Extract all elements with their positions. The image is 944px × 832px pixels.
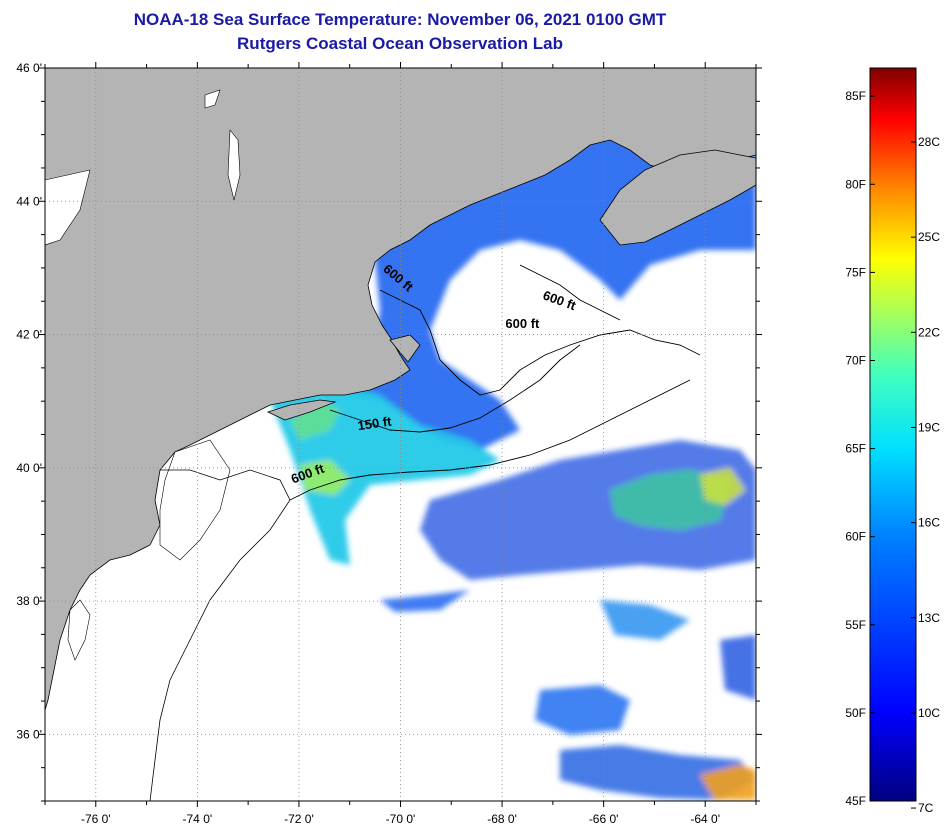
lon-tick-label: -76 0' xyxy=(81,812,111,826)
axis-ticks xyxy=(39,62,762,807)
shelf-outline xyxy=(149,469,291,801)
graticule xyxy=(45,68,756,801)
colorbar-f-label: 85F xyxy=(845,89,866,103)
lat-tick-label: 38 0' xyxy=(16,594,42,608)
sst-east-patch xyxy=(720,635,756,700)
sst-gulfstream-yellow xyxy=(700,468,745,505)
land-inland-lake xyxy=(227,129,241,201)
land-us-mainland xyxy=(45,68,756,711)
sst-offshore-green xyxy=(610,470,730,530)
sst-warm-patch-south xyxy=(300,460,350,495)
land-lake-ontario xyxy=(45,169,91,246)
colorbar-c-label: 22C xyxy=(918,325,940,339)
lon-tick-label: -70 0' xyxy=(386,812,416,826)
sst-warm-corner xyxy=(700,765,756,800)
lon-tick-label: -64 0' xyxy=(690,812,720,826)
colorbar-c-label: 19C xyxy=(918,420,940,434)
lat-tick-label: 44 0' xyxy=(16,194,42,208)
lon-tick-label: -74 0' xyxy=(183,812,213,826)
lat-tick-label: 40 0' xyxy=(16,461,42,475)
colorbar-f-label: 75F xyxy=(845,265,866,279)
sst-south-patch-3 xyxy=(600,600,690,640)
contour-label: 600 ft xyxy=(505,316,540,331)
colorbar-f-label: 50F xyxy=(845,706,866,720)
colorbar-c-label: 25C xyxy=(918,230,940,244)
lat-tick-label: 46 0' xyxy=(16,61,42,75)
colorbar-f-label: 45F xyxy=(845,794,866,808)
colorbar-ticks xyxy=(870,95,916,809)
contour-150ft-shelf xyxy=(329,344,581,433)
land-long-island xyxy=(266,399,337,421)
contour-label: 150 ft xyxy=(357,413,393,433)
colorbar-f-label: 65F xyxy=(845,442,866,456)
colorbar-f-label: 80F xyxy=(845,177,866,191)
colorbar-c-label: 10C xyxy=(918,706,940,720)
map-title: NOAA-18 Sea Surface Temperature: Novembe… xyxy=(133,10,667,29)
sst-south-patch-2 xyxy=(535,685,630,735)
colorbar-c-label: 16C xyxy=(918,516,940,530)
colorbar-c-label: 7C xyxy=(918,801,934,815)
lon-tick-label: -66 0' xyxy=(589,812,619,826)
lat-tick-label: 42 0' xyxy=(16,328,42,342)
lon-tick-label: -72 0' xyxy=(284,812,314,826)
contour-600ft-gulf xyxy=(379,289,701,396)
colorbar-c-label: 28C xyxy=(918,135,940,149)
land-nova-scotia xyxy=(599,149,756,246)
contour-inner-gulf xyxy=(519,264,621,321)
land-cape-cod xyxy=(389,334,421,363)
axis-labels: -76 0' -74 0' -72 0' -70 0' -68 0' -66 0' -64 … xyxy=(16,61,720,826)
colorbar xyxy=(869,67,917,802)
colorbar-labels: 85F 80F 75F 70F 65F 60F 55F 50F 45F 28C 25C 22C 19C 1… xyxy=(845,89,940,815)
map-subtitle: Rutgers Coastal Ocean Observation Lab xyxy=(237,34,563,53)
lat-tick-label: 36 0' xyxy=(16,727,42,741)
land-chesapeake-bay xyxy=(67,599,91,661)
colorbar-f-label: 60F xyxy=(845,530,866,544)
land-inland-lake-2 xyxy=(204,89,221,109)
sst-warm-patch-shelf xyxy=(290,400,340,440)
lon-tick-label: -68 0' xyxy=(487,812,517,826)
colorbar-f-label: 70F xyxy=(845,353,866,367)
colorbar-c-label: 13C xyxy=(918,611,940,625)
colorbar-f-label: 55F xyxy=(845,618,866,632)
